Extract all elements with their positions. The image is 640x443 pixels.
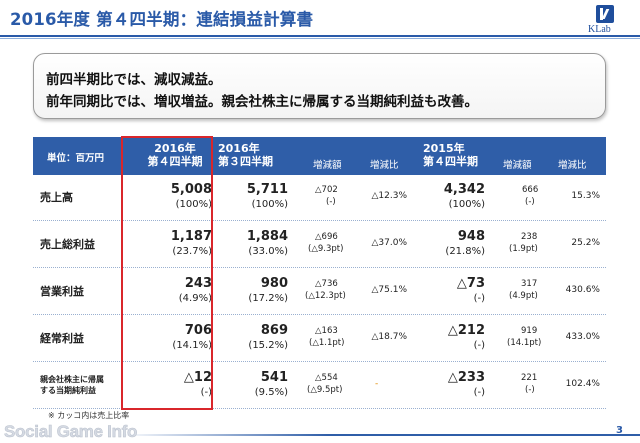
cell-qoq-ratio: △75.1%	[371, 285, 407, 295]
col-header-q4-2015: 2015年 第４四半期	[423, 142, 478, 168]
cell-q3-2016: 541	[260, 370, 288, 385]
cell-yoy-diff-sub: (14.1pt)	[507, 338, 542, 348]
cell-q4-2015: △73	[456, 276, 485, 291]
cell-q4-2015-ratio: (21.8%)	[445, 246, 485, 257]
current-quarter-highlight	[121, 136, 213, 410]
cell-yoy-ratio: 430.6%	[565, 285, 600, 295]
cell-q3-2016: 1,884	[246, 229, 288, 244]
watermark: Social Game Info	[4, 422, 138, 442]
cell-q4-2016: 1,187	[170, 229, 212, 244]
cell-yoy-ratio: 102.4%	[565, 379, 600, 389]
cell-q3-2016: 980	[260, 276, 288, 291]
cell-q4-2015-ratio: (-)	[473, 293, 485, 304]
summary-line-1: 前四半期比では、減収減益。	[46, 72, 222, 88]
footer: Social Game Info 3	[0, 421, 640, 443]
cell-yoy-diff: 221	[521, 373, 538, 383]
cell-q4-2016: 5,008	[170, 182, 212, 197]
cell-qoq-diff: △702	[315, 185, 338, 195]
row-label-line-1: 親会社株主に帰属	[40, 375, 104, 384]
table-row-ordinary-profit: 経常利益 706 (14.1%) 869 (15.2%) △163 (△1.1p…	[33, 316, 606, 362]
cell-yoy-diff: 238	[521, 232, 538, 242]
table-row-net-sales: 売上高 5,008 (100%) 5,711 (100%) △702 (-) △…	[33, 175, 606, 221]
col-header-qoq-diff: 増減額	[313, 160, 342, 171]
cell-q4-2015-ratio: (-)	[473, 340, 485, 351]
cell-yoy-diff: 919	[521, 326, 538, 336]
cell-q4-2016-ratio: (23.7%)	[172, 246, 212, 257]
cell-qoq-diff-sub: (△9.3pt)	[308, 244, 344, 254]
cell-q3-2016-ratio: (33.0%)	[248, 246, 288, 257]
table-row-net-income: 親会社株主に帰属 する当期純利益 △12 (-) 541 (9.5%) △554…	[33, 363, 606, 409]
table-header: 単位：百万円 2016年 第４四半期 2016年 第３四半期 増減額 増減比 2…	[33, 137, 606, 175]
page-title: 2016年度 第４四半期：連結損益計算書	[10, 10, 314, 29]
cell-q4-2015: △233	[447, 370, 485, 385]
cell-q4-2016-ratio: (100%)	[175, 199, 212, 210]
cell-q3-2016: 5,711	[246, 182, 288, 197]
row-label-line-2: する当期純利益	[40, 386, 96, 395]
cell-yoy-diff: 666	[522, 185, 539, 195]
cell-qoq-diff: △554	[315, 373, 338, 383]
cell-yoy-ratio: 25.2%	[571, 238, 600, 248]
cell-qoq-ratio: -	[375, 379, 379, 389]
cell-qoq-diff: △696	[315, 232, 338, 242]
cell-q3-2016-ratio: (9.5%)	[254, 387, 288, 398]
klab-logo-icon	[596, 5, 614, 23]
footer-band	[120, 434, 640, 436]
cell-qoq-diff: △736	[315, 279, 338, 289]
cell-q3-2016-ratio: (17.2%)	[248, 293, 288, 304]
cell-q4-2016: △12	[183, 370, 212, 385]
cell-q3-2016: 869	[260, 323, 288, 338]
title-divider-thin	[0, 38, 640, 39]
cell-qoq-diff-sub: (△12.3pt)	[305, 291, 346, 301]
table-row-gross-profit: 売上総利益 1,187 (23.7%) 1,884 (33.0%) △696 (…	[33, 222, 606, 268]
cell-yoy-diff-sub: (1.9pt)	[509, 244, 538, 254]
cell-yoy-ratio: 433.0%	[565, 332, 600, 342]
cell-qoq-diff-sub: (△9.5pt)	[307, 385, 343, 395]
cell-qoq-ratio: △37.0%	[371, 238, 407, 248]
col-header-q3-2016: 2016年 第３四半期	[218, 142, 273, 168]
cell-q4-2016-ratio: (-)	[200, 387, 212, 398]
col-header-qoq-ratio: 増減比	[370, 160, 399, 171]
cell-q4-2015: 4,342	[443, 182, 485, 197]
table-row-operating-profit: 営業利益 243 (4.9%) 980 (17.2%) △736 (△12.3p…	[33, 269, 606, 315]
cell-yoy-diff-sub: (4.9pt)	[509, 291, 538, 301]
cell-q4-2015-ratio: (-)	[473, 387, 485, 398]
row-label: 経常利益	[40, 332, 84, 345]
cell-yoy-ratio: 15.3%	[571, 191, 600, 201]
summary-box: 前四半期比では、減収減益。 前年同期比では、増収増益。親会社株主に帰属する当期純…	[33, 53, 606, 119]
cell-q4-2016: 706	[184, 323, 212, 338]
row-label: 売上総利益	[40, 238, 95, 251]
unit-label: 単位：百万円	[47, 153, 105, 164]
cell-yoy-diff-sub: (-)	[525, 197, 535, 207]
cell-q4-2015: 948	[457, 229, 485, 244]
cell-qoq-ratio: △18.7%	[371, 332, 407, 342]
klab-logo: KLab	[584, 5, 630, 35]
cell-qoq-diff-sub: (-)	[326, 197, 336, 207]
title-divider	[0, 35, 640, 37]
footnote: ※ カッコ内は売上比率	[48, 411, 130, 420]
cell-q3-2016-ratio: (15.2%)	[248, 340, 288, 351]
cell-yoy-diff: 317	[521, 279, 538, 289]
row-label: 営業利益	[40, 285, 84, 298]
cell-q4-2015: △212	[447, 323, 485, 338]
cell-q4-2015-ratio: (100%)	[448, 199, 485, 210]
summary-line-2: 前年同期比では、増収増益。親会社株主に帰属する当期純利益も改善。	[46, 94, 478, 110]
cell-q4-2016-ratio: (14.1%)	[172, 340, 212, 351]
page-number: 3	[616, 425, 623, 436]
cell-qoq-diff-sub: (△1.1pt)	[309, 338, 345, 348]
cell-qoq-diff: △163	[315, 326, 338, 336]
col-header-q4-2016: 2016年 第４四半期	[147, 142, 203, 168]
cell-q4-2016-ratio: (4.9%)	[178, 293, 212, 304]
cell-qoq-ratio: △12.3%	[371, 191, 407, 201]
cell-q4-2016: 243	[184, 276, 212, 291]
cell-yoy-diff-sub: (-)	[525, 385, 535, 395]
col-header-yoy-ratio: 増減比	[558, 160, 587, 171]
col-header-yoy-diff: 増減額	[503, 160, 532, 171]
row-label: 売上高	[40, 191, 73, 204]
logo-text: KLab	[588, 24, 611, 35]
cell-q3-2016-ratio: (100%)	[251, 199, 288, 210]
